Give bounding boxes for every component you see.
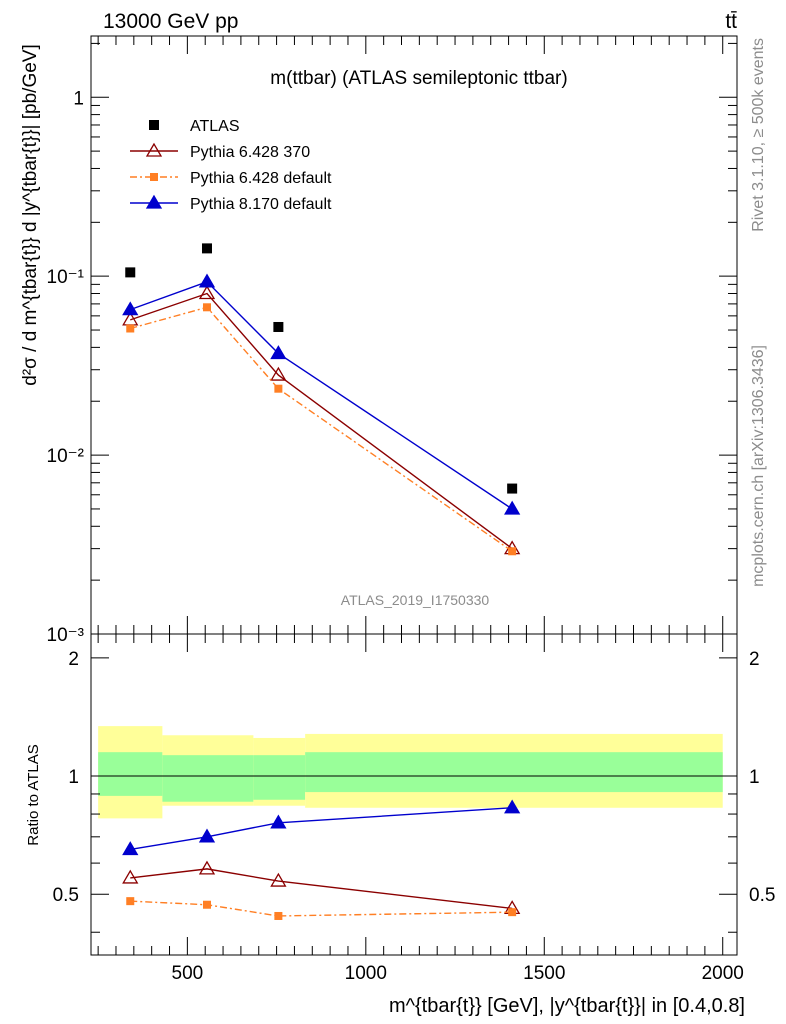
main-series <box>122 243 521 556</box>
ratio-point <box>508 908 517 917</box>
legend: ATLAS Pythia 6.428 370 Pythia 6.428 defaul… <box>130 118 332 213</box>
ratio-point <box>122 841 139 856</box>
legend-marker <box>149 120 159 130</box>
y-tick-label-right: 0.5 <box>749 885 775 906</box>
header-left: 13000 GeV pp <box>103 10 238 33</box>
main-y-axis-label: d²σ / d m^{tbar{t}} d |y^{tbar{t}}| [pb/… <box>20 44 41 386</box>
ratio-bands <box>98 726 723 819</box>
ratio-axis-ticks <box>91 634 737 955</box>
uncertainty-band-inner <box>305 752 723 793</box>
series-line <box>130 306 513 552</box>
ratio-point <box>274 911 283 920</box>
mcplots-label: mcplots.cern.ch [arXiv:1306.3436] <box>750 345 767 587</box>
data-point <box>201 243 212 254</box>
data-point <box>198 273 216 288</box>
ratio-point <box>126 897 135 906</box>
ratio-series <box>122 799 521 920</box>
data-point <box>122 301 139 316</box>
legend-label: ATLAS <box>190 118 240 135</box>
data-point <box>274 384 283 393</box>
ratio-point <box>270 814 287 829</box>
ratio-point <box>202 900 211 909</box>
main-axis-ticks <box>91 36 737 635</box>
main-frame <box>90 35 738 635</box>
x-axis-label: m^{tbar{t}} [GeV], |y^{tbar{t}}| in [0.4… <box>389 995 745 1017</box>
legend-label: Pythia 6.428 370 <box>190 144 310 161</box>
x-tick-label: 1500 <box>523 963 565 984</box>
uncertainty-band-inner <box>98 752 163 796</box>
series-line <box>130 292 513 550</box>
header-right: tt̄ <box>725 10 737 33</box>
ratio-line <box>130 807 513 851</box>
main-panel: 10⁻³ 10⁻² 10⁻¹ 1 m(ttbar) (ATLAS semilepton… <box>20 35 738 646</box>
main-y-tick-labels: 10⁻³ 10⁻² 10⁻¹ 1 <box>47 88 85 646</box>
data-point <box>273 321 284 332</box>
ratio-point <box>504 799 521 814</box>
legend-label: Pythia 8.170 default <box>190 196 332 213</box>
data-point <box>508 547 517 556</box>
y-tick-label: 10⁻³ <box>47 625 85 646</box>
x-tick-label: 2000 <box>702 963 744 984</box>
ratio-y-tick-labels: 0.5 0.5 1 1 2 2 <box>53 649 776 906</box>
y-tick-label: 10⁻¹ <box>47 267 85 288</box>
data-point <box>270 345 287 360</box>
ratio-x-tick-labels: 500 1000 1500 2000 <box>172 963 744 984</box>
uncertainty-band-inner <box>253 755 306 800</box>
data-point <box>198 285 216 300</box>
data-point <box>270 366 287 381</box>
ratio-point <box>198 860 216 875</box>
y-tick-label: 10⁻² <box>47 446 85 467</box>
uncertainty-band-inner <box>162 755 254 802</box>
data-point <box>507 483 518 494</box>
legend-marker <box>145 142 163 157</box>
x-tick-label: 500 <box>172 963 204 984</box>
ratio-panel: 0.5 0.5 1 1 2 2 500 1000 1500 2000 Ratio to ATLA… <box>25 633 776 1017</box>
data-point <box>504 500 521 515</box>
data-point <box>125 267 136 278</box>
series-line <box>130 281 513 510</box>
y-tick-label-right: 2 <box>749 649 760 670</box>
x-tick-label: 1000 <box>345 963 387 984</box>
y-tick-label-right: 1 <box>749 767 760 788</box>
watermark: ATLAS_2019_I1750330 <box>341 592 490 608</box>
ratio-y-axis-label: Ratio to ATLAS <box>25 744 42 845</box>
ratio-point <box>122 869 139 884</box>
ratio-point <box>270 872 287 887</box>
legend-marker <box>145 194 163 209</box>
data-point <box>126 324 135 333</box>
y-tick-label: 2 <box>68 649 79 670</box>
y-tick-label: 0.5 <box>53 885 79 906</box>
ratio-point <box>198 828 216 843</box>
legend-label: Pythia 6.428 default <box>190 170 332 187</box>
legend-marker <box>150 173 158 181</box>
ratio-line <box>130 868 513 910</box>
ratio-frame <box>90 633 738 956</box>
plot-title: m(ttbar) (ATLAS semileptonic ttbar) <box>270 68 567 89</box>
y-tick-label: 1 <box>68 767 79 788</box>
data-point <box>202 303 211 312</box>
y-tick-label: 1 <box>73 88 84 109</box>
ratio-line <box>130 900 513 917</box>
rivet-label: Rivet 3.1.10, ≥ 500k events <box>750 38 767 232</box>
